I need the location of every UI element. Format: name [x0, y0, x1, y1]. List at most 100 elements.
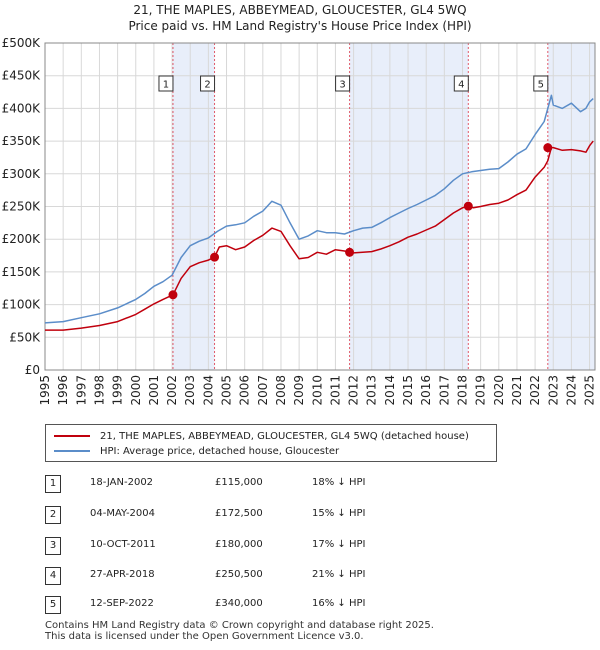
- y-tick-label: £300K: [2, 167, 42, 181]
- x-axis-ticks: 1995 1996 1997 1998 1999 2000 2001 2002 2003 2004…: [38, 375, 597, 406]
- x-tick-label: 2016: [419, 375, 433, 406]
- sale-number-box: [533, 75, 549, 92]
- y-tick-label: £500K: [2, 36, 42, 50]
- legend-swatch-property: [54, 435, 90, 437]
- y-tick-label: £100K: [2, 298, 42, 312]
- y-tick-label: £50K: [9, 330, 41, 344]
- sale-point: [543, 143, 553, 153]
- sale-number-badge: 5: [45, 596, 61, 614]
- x-tick-label: 2005: [220, 375, 234, 406]
- y-tick-label: £0: [25, 363, 40, 377]
- legend-label-hpi: HPI: Average price, detached house, Glou…: [100, 445, 340, 457]
- x-tick-label: 2003: [183, 375, 197, 406]
- x-tick-label: 2014: [383, 375, 397, 406]
- x-tick-label: 2019: [474, 375, 488, 406]
- sale-number-badge: 4: [45, 567, 61, 585]
- sale-hpi-diff: 18% ↓ HPI: [312, 477, 366, 488]
- sale-date: 27-APR-2018: [90, 569, 155, 580]
- x-tick-label: 2004: [201, 375, 215, 406]
- chart-title: 21, THE MAPLES, ABBEYMEAD, GLOUCESTER, G…: [133, 3, 467, 17]
- sale-hpi-diff: 15% ↓ HPI: [312, 508, 366, 519]
- x-tick-label: 1998: [92, 375, 106, 406]
- sale-date: 10-OCT-2011: [90, 539, 156, 550]
- y-tick-label: £400K: [2, 101, 42, 115]
- x-tick-label: 2017: [437, 375, 451, 406]
- x-tick-label: 2000: [129, 375, 143, 406]
- x-tick-label: 1997: [74, 375, 88, 406]
- sale-price: £180,000: [215, 539, 263, 550]
- sale-date: 18-JAN-2002: [90, 477, 154, 488]
- x-tick-label: 1995: [38, 375, 52, 406]
- sale-number-box: [158, 75, 174, 92]
- sale-number-label: 4: [458, 80, 464, 91]
- x-tick-label: 2006: [238, 375, 252, 406]
- x-tick-label: 2010: [310, 375, 324, 406]
- sale-number-box: [335, 75, 351, 92]
- sale-number-box: [453, 75, 469, 92]
- sale-date: 04-MAY-2004: [90, 508, 156, 519]
- sale-number-label: 5: [538, 80, 544, 91]
- footer: Contains HM Land Registry data © Crown c…: [45, 620, 434, 642]
- sale-markers-lines: [172, 43, 549, 370]
- x-tick-label: 2018: [455, 375, 469, 406]
- sale-price: £250,500: [215, 569, 263, 580]
- series: [44, 94, 594, 331]
- x-tick-label: 2024: [564, 375, 578, 406]
- x-tick-label: 2012: [347, 375, 361, 406]
- sale-point: [210, 252, 220, 262]
- sale-number-label: 1: [163, 80, 169, 91]
- sale-hpi-diff: 21% ↓ HPI: [312, 569, 366, 580]
- legend-label-property: 21, THE MAPLES, ABBEYMEAD, GLOUCESTER, G…: [100, 430, 469, 442]
- x-tick-label: 2022: [528, 375, 542, 406]
- table-row: 3 10-OCT-2011 £180,000 17% ↓ HPI: [0, 537, 600, 555]
- footer-copyright: Contains HM Land Registry data © Crown c…: [45, 620, 434, 631]
- grid: [44, 42, 595, 371]
- sale-date: 12-SEP-2022: [90, 598, 154, 609]
- footer-licence: This data is licensed under the Open Gov…: [45, 631, 364, 642]
- sale-hpi-diff: 17% ↓ HPI: [312, 539, 366, 550]
- sale-markers: 1 2 3 4 5: [158, 75, 553, 300]
- y-axis-ticks: £0 £50K £100K £150K £200K £250K £300K £350K £400…: [2, 36, 42, 377]
- sale-price: £172,500: [215, 508, 263, 519]
- x-tick-label: 2020: [492, 375, 506, 406]
- y-tick-label: £150K: [2, 265, 42, 279]
- y-tick-label: £200K: [2, 232, 42, 246]
- x-tick-label: 2011: [328, 375, 342, 406]
- x-tick-label: 2025: [583, 375, 597, 406]
- table-row: 1 18-JAN-2002 £115,000 18% ↓ HPI: [0, 475, 600, 493]
- sale-number-box: [200, 75, 216, 92]
- y-tick-label: £450K: [2, 69, 42, 83]
- table-row: 4 27-APR-2018 £250,500 21% ↓ HPI: [0, 567, 600, 585]
- x-tick-label: 2015: [401, 375, 415, 406]
- chart-subtitle: Price paid vs. HM Land Registry's House …: [128, 19, 472, 33]
- table-row: 5 12-SEP-2022 £340,000 16% ↓ HPI: [0, 596, 600, 614]
- property-line: [45, 140, 594, 331]
- sale-point: [345, 247, 355, 257]
- x-tick-label: 2021: [510, 375, 524, 406]
- sale-price: £340,000: [215, 598, 263, 609]
- sale-number-label: 3: [339, 80, 345, 91]
- y-tick-label: £350K: [2, 134, 42, 148]
- sale-point: [168, 290, 178, 300]
- sale-number-label: 2: [204, 80, 210, 91]
- x-tick-label: 2009: [292, 375, 306, 406]
- sale-hpi-diff: 16% ↓ HPI: [312, 598, 366, 609]
- sale-number-badge: 1: [45, 475, 61, 493]
- legend-swatch-hpi: [54, 450, 90, 452]
- sale-price: £115,000: [215, 477, 263, 488]
- x-tick-label: 1996: [56, 375, 70, 406]
- table-row: 2 04-MAY-2004 £172,500 15% ↓ HPI: [0, 506, 600, 524]
- legend-item-property: 21, THE MAPLES, ABBEYMEAD, GLOUCESTER, G…: [54, 429, 469, 443]
- sale-point: [463, 201, 473, 211]
- sale-number-badge: 3: [45, 537, 61, 555]
- chart-title-block: 21, THE MAPLES, ABBEYMEAD, GLOUCESTER, G…: [0, 2, 600, 34]
- x-tick-label: 2023: [546, 375, 560, 406]
- y-tick-label: £250K: [2, 200, 42, 214]
- sale-number-badge: 2: [45, 506, 61, 524]
- plot-frame: [44, 42, 596, 371]
- x-tick-label: 1999: [111, 375, 125, 406]
- x-tick-label: 2013: [365, 375, 379, 406]
- x-tick-label: 2007: [256, 375, 270, 406]
- price-chart: 1 2 3 4 5 £0 £50K £100K £150K £200K £250K £300K £35…: [2, 36, 597, 406]
- x-tick-label: 2001: [147, 375, 161, 406]
